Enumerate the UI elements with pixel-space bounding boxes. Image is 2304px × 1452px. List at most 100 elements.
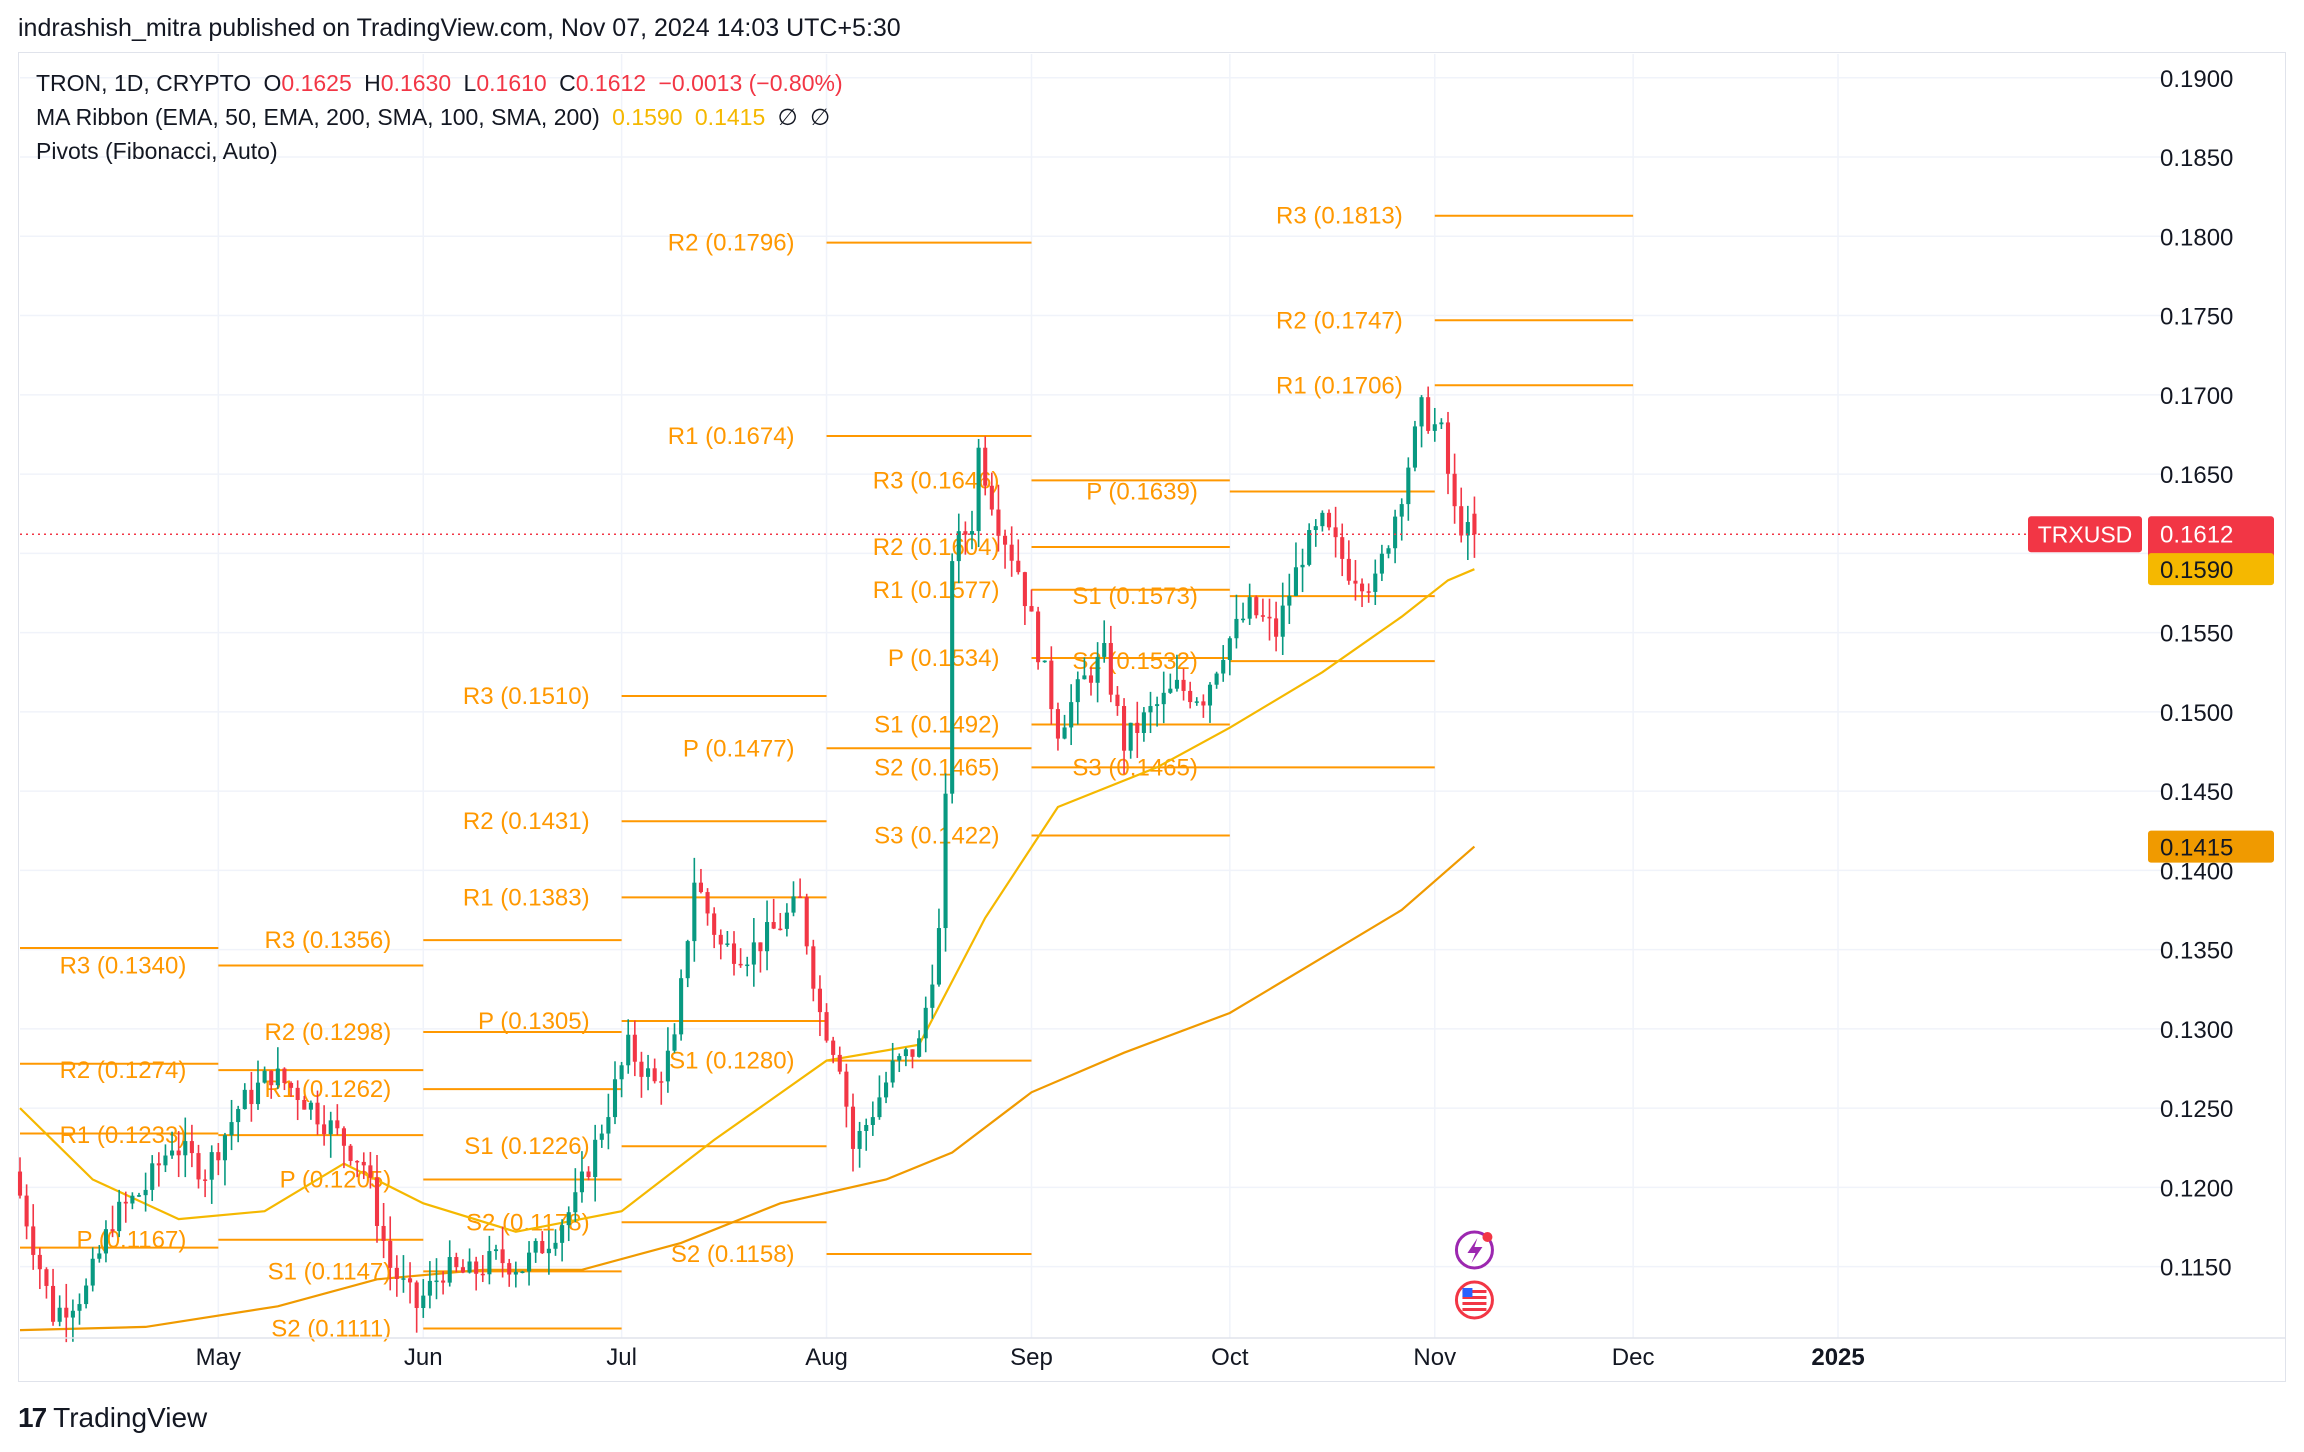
candle-body [57, 1307, 62, 1322]
pivot-level-label: P (0.1477) [683, 735, 795, 762]
candle-body [1260, 615, 1265, 617]
x-tick-label: Sep [1010, 1344, 1053, 1371]
candle-body [216, 1152, 221, 1161]
y-tick-label: 0.1650 [2160, 462, 2233, 489]
candle-body [421, 1295, 426, 1309]
legend-ma-value-1: 0.1590 [612, 104, 683, 130]
us-flag-event-icon [1454, 1280, 1494, 1320]
candle-body [593, 1139, 598, 1178]
pivot-level-label: R2 (0.1604) [873, 534, 1000, 561]
candle-body [798, 896, 803, 898]
candle-body [1022, 572, 1027, 607]
candle-body [857, 1130, 862, 1149]
candle-body [897, 1056, 902, 1061]
legend-symbol[interactable]: TRON, 1D, CRYPTO [36, 70, 252, 96]
y-tick-label: 0.1450 [2160, 779, 2233, 806]
candle-body [712, 913, 717, 935]
candle-body [1042, 660, 1047, 663]
flag-icon-stripe [1462, 1302, 1487, 1305]
candle-body [427, 1280, 432, 1296]
candle-body [308, 1102, 313, 1110]
candle-body [1465, 522, 1470, 536]
pivot-level-label: S3 (0.1422) [874, 822, 999, 849]
pivot-level-label: R3 (0.1356) [265, 927, 392, 954]
pivot-level-label: R3 (0.1813) [1276, 203, 1403, 230]
candle-body [447, 1257, 452, 1283]
pivot-level-label: R1 (0.1674) [668, 423, 795, 450]
candle-body [1333, 527, 1338, 538]
candle-body [738, 963, 743, 966]
legend-open-label: O [263, 70, 282, 96]
candle-body [176, 1150, 181, 1156]
candle-body [1194, 701, 1199, 703]
candle-body [374, 1177, 380, 1226]
candle-body [573, 1192, 578, 1213]
y-tick-label: 0.1850 [2160, 145, 2233, 172]
candle-body [850, 1106, 856, 1149]
candle-body [507, 1263, 512, 1275]
lightning-event-icon [1454, 1230, 1494, 1270]
tradingview-logo-icon: 17 [18, 1402, 47, 1433]
candle-body [612, 1079, 618, 1118]
candle-body [731, 943, 737, 964]
candle-body [229, 1122, 234, 1136]
candle-body [1161, 692, 1166, 705]
candle-body [269, 1070, 274, 1086]
candle-body [90, 1258, 95, 1286]
candle-body [817, 988, 822, 1013]
candle-body [520, 1271, 525, 1274]
legend-change: −0.0013 (−0.80%) [658, 70, 843, 96]
candle-body [1148, 706, 1153, 713]
tradingview-footer[interactable]: 17 TradingView [18, 1402, 207, 1434]
candle-body [70, 1310, 75, 1318]
candle-body [903, 1049, 908, 1057]
candle-body [1393, 516, 1398, 549]
candle-body [1419, 397, 1424, 427]
candle-body [910, 1049, 915, 1057]
legend-pivots[interactable]: Pivots (Fibonacci, Auto) [36, 138, 284, 165]
candle-body [24, 1195, 29, 1227]
candle-body [302, 1099, 307, 1110]
candle-body [1201, 701, 1206, 706]
candle-body [705, 892, 710, 914]
candle-body [123, 1201, 128, 1204]
pivot-level-label: R1 (0.1577) [873, 577, 1000, 604]
candle-body [745, 964, 750, 967]
candle-body [1095, 656, 1100, 683]
candle-body [579, 1171, 584, 1193]
candle-body [553, 1242, 558, 1249]
candle-body [203, 1179, 208, 1181]
legend-close-value: 0.1612 [575, 70, 647, 96]
candle-body [1062, 727, 1067, 739]
candle-body [619, 1065, 624, 1080]
candle-body [156, 1163, 161, 1166]
candle-body [1366, 591, 1371, 593]
pivot-level-label: S2 (0.1158) [671, 1241, 795, 1268]
legend-low-value: 0.1610 [476, 70, 547, 96]
candle-body [355, 1160, 360, 1163]
tradingview-brand: TradingView [53, 1402, 208, 1433]
candle-body [513, 1271, 518, 1275]
candle-body [136, 1195, 142, 1197]
ema50-line [19, 568, 1475, 1233]
candle-body [870, 1117, 875, 1126]
candle-body [31, 1226, 36, 1255]
candle-body [348, 1145, 353, 1161]
candle-body [950, 561, 955, 794]
x-tick-label: Aug [805, 1344, 848, 1371]
candle-body [236, 1109, 241, 1123]
candle-body [487, 1251, 492, 1275]
candle-body [1360, 583, 1365, 592]
chart-frame[interactable] [18, 52, 2286, 1382]
candle-body [474, 1261, 479, 1274]
candle-body [725, 943, 730, 945]
candle-body [692, 882, 697, 942]
pivot-level-label: P (0.1639) [1086, 479, 1198, 506]
candle-body [414, 1282, 419, 1309]
candle-body [1141, 712, 1146, 733]
candle-body [1274, 618, 1279, 637]
candle-body [1300, 564, 1305, 568]
legend-ma-ribbon[interactable]: MA Ribbon (EMA, 50, EMA, 200, SMA, 100, … [36, 104, 836, 131]
candle-body [262, 1070, 267, 1083]
